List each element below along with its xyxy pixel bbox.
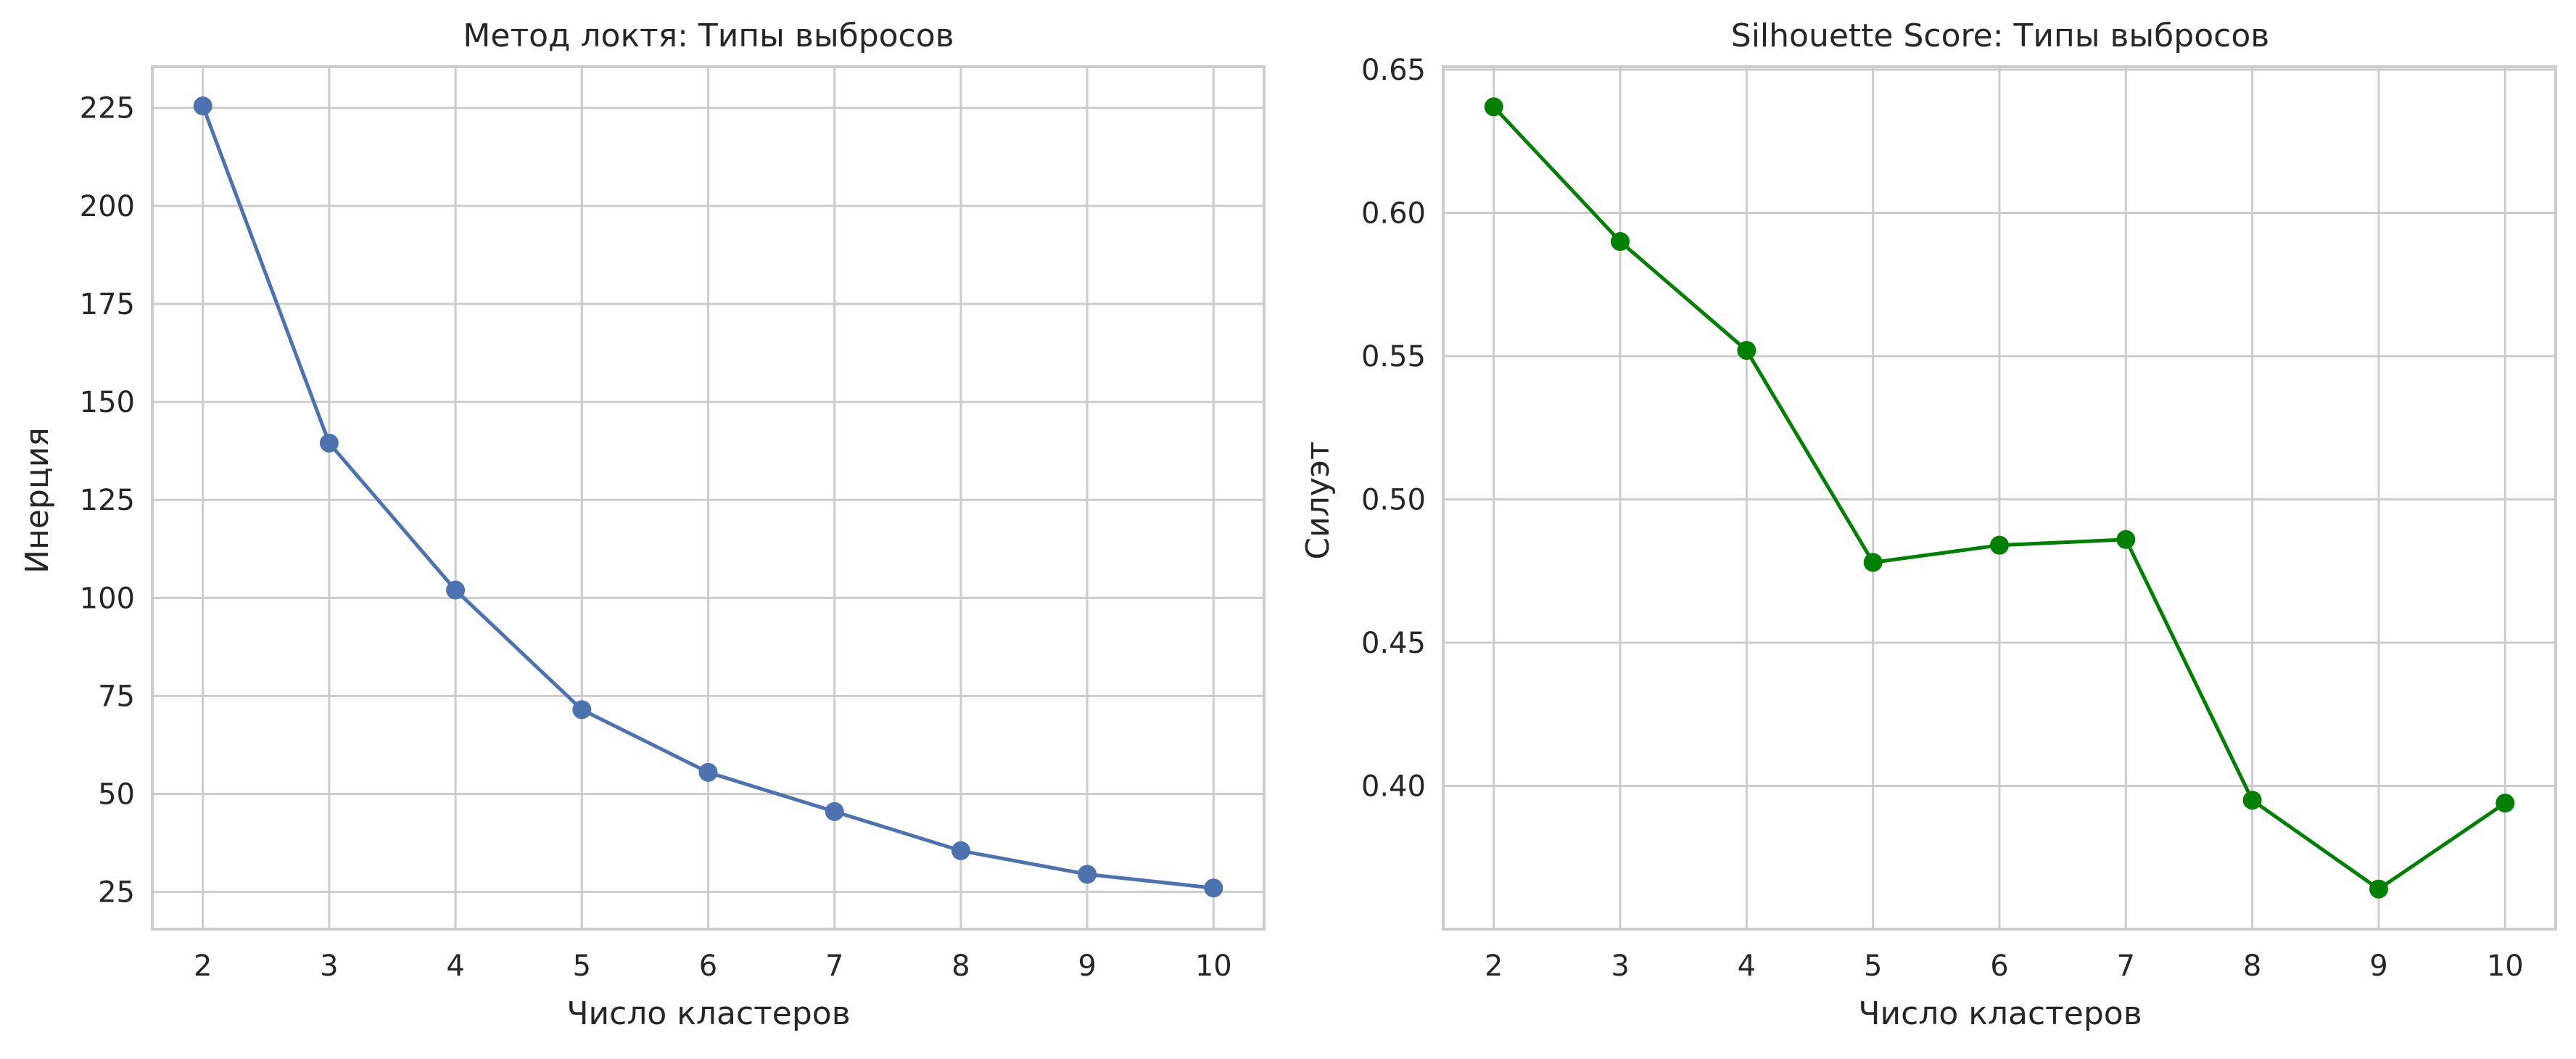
silhouette-chart-x-tick-label: 5	[1864, 949, 1882, 983]
silhouette-chart-y-tick-label: 0.40	[1361, 770, 1426, 803]
elbow-chart-y-tick-label: 200	[80, 190, 135, 223]
silhouette-chart-x-tick-label: 2	[1485, 949, 1503, 983]
elbow-chart-y-axis-label: Инерция	[19, 427, 56, 574]
silhouette-chart-grid	[1443, 67, 2556, 929]
silhouette-chart-y-tick-label: 0.50	[1361, 483, 1426, 516]
elbow-chart-grid	[152, 67, 1264, 929]
elbow-chart-data-point	[446, 580, 466, 600]
elbow-chart-x-tick-label: 8	[951, 949, 970, 983]
silhouette-chart-data-point	[2496, 794, 2515, 813]
elbow-chart-y-tick-label: 50	[98, 778, 135, 812]
elbow-chart-x-axis-label: Число кластеров	[566, 995, 850, 1032]
silhouette-chart-x-axis-label: Число кластеров	[1858, 995, 2142, 1032]
elbow-chart-y-tick-label: 225	[80, 92, 135, 125]
elbow-chart-x-tick-label: 10	[1195, 949, 1232, 983]
silhouette-chart-x-tick-label: 9	[2369, 949, 2387, 983]
silhouette-chart-data-point	[1484, 97, 1503, 117]
elbow-chart-data-point	[1078, 865, 1097, 884]
elbow-chart-y-tick-label: 75	[98, 680, 135, 713]
elbow-chart-data-point	[825, 802, 844, 821]
elbow-chart-y-tick-label: 25	[98, 876, 135, 910]
elbow-chart-x-tick-label: 4	[446, 949, 464, 983]
silhouette-chart-data-point	[2116, 530, 2136, 549]
silhouette-chart-data-point	[1863, 553, 1883, 572]
silhouette-chart-data-point	[2369, 879, 2388, 899]
silhouette-chart-y-tick-label: 0.45	[1361, 627, 1426, 660]
silhouette-chart-x-tick-label: 8	[2243, 949, 2261, 983]
silhouette-chart-x-tick-label: 7	[2117, 949, 2135, 983]
silhouette-chart-x-tick-label: 3	[1611, 949, 1629, 983]
elbow-chart-y-tick-label: 175	[80, 288, 135, 321]
elbow-chart-data-point	[951, 841, 970, 860]
silhouette-chart-data-point	[2242, 791, 2262, 810]
elbow-chart-y-tick-label: 100	[80, 582, 135, 615]
elbow-chart-frame	[151, 65, 1266, 931]
silhouette-chart-x-tick-label: 6	[1990, 949, 2008, 983]
silhouette-chart-x-tick-label: 4	[1738, 949, 1756, 983]
elbow-chart-x-tick-label: 6	[699, 949, 717, 983]
silhouette-chart-frame	[1442, 65, 2557, 931]
silhouette-chart-y-tick-label: 0.65	[1361, 54, 1426, 87]
elbow-chart-x-tick-label: 5	[573, 949, 591, 983]
elbow-chart-data-point	[193, 96, 212, 116]
elbow-chart-data-point	[319, 433, 339, 453]
silhouette-chart-data-point	[1737, 341, 1756, 360]
elbow-chart-x-tick-label: 7	[825, 949, 843, 983]
silhouette-chart-title: Silhouette Score: Типы выбросов	[1731, 17, 2269, 54]
elbow-chart-y-tick-label: 150	[80, 386, 135, 419]
elbow-chart-x-tick-label: 2	[194, 949, 212, 983]
silhouette-chart-data-point	[1990, 535, 2009, 555]
silhouette-chart-y-tick-label: 0.55	[1361, 340, 1426, 374]
elbow-chart: Метод локтя: Типы выбросов Число кластер…	[19, 17, 1266, 1032]
elbow-chart-title: Метод локтя: Типы выбросов	[463, 17, 954, 54]
elbow-chart-x-tick-label: 9	[1078, 949, 1096, 983]
elbow-chart-data-point	[698, 762, 718, 782]
silhouette-chart-data-point	[1611, 231, 1630, 251]
silhouette-chart-y-axis-label: Силуэт	[1300, 441, 1337, 559]
silhouette-chart-y-tick-label: 0.60	[1361, 197, 1426, 230]
elbow-chart-data-point	[1204, 878, 1223, 898]
elbow-chart-x-tick-label: 3	[320, 949, 338, 983]
silhouette-chart-x-tick-label: 10	[2487, 949, 2524, 983]
elbow-chart-data-point	[572, 700, 592, 720]
elbow-chart-y-tick-label: 125	[80, 484, 135, 517]
silhouette-chart: Silhouette Score: Типы выбросов Число кл…	[1300, 17, 2557, 1032]
